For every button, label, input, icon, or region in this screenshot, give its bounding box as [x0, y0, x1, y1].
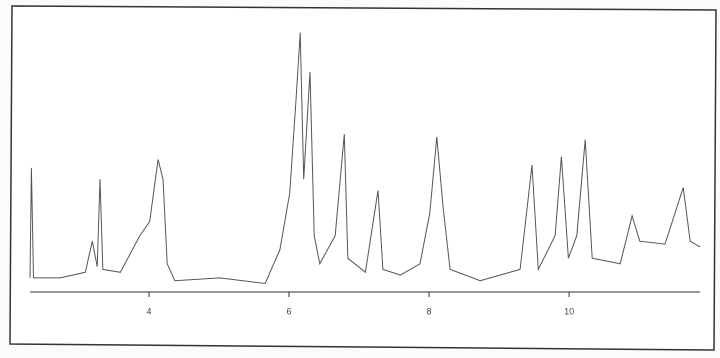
x-tick-label: 4 — [147, 306, 152, 316]
frame — [9, 5, 717, 351]
trace — [29, 32, 701, 285]
x-tick-label: 6 — [287, 306, 292, 316]
x-tick-label: 8 — [427, 306, 432, 316]
x-tick-label: 10 — [564, 306, 574, 316]
